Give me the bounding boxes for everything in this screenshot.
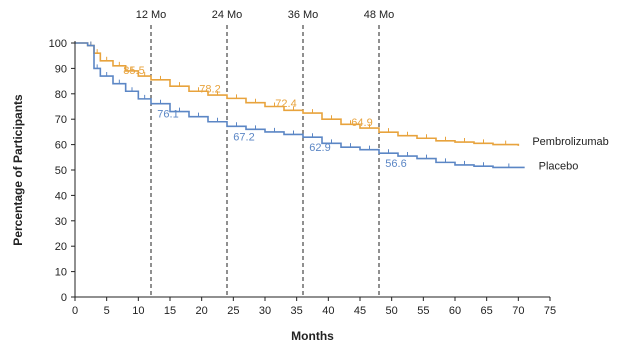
data-label: 64.9: [351, 117, 372, 129]
series-line: [75, 42, 520, 146]
data-label: 76.1: [157, 109, 178, 121]
x-tick-label: 15: [164, 305, 176, 317]
x-tick-label: 5: [104, 305, 110, 317]
data-label: 67.2: [233, 131, 254, 143]
x-tick-label: 60: [449, 305, 461, 317]
x-tick-label: 75: [544, 305, 556, 317]
y-tick-label: 80: [55, 89, 67, 101]
x-tick-label: 30: [259, 305, 271, 317]
data-label: 72.4: [275, 98, 296, 110]
ticks: 0 5 10 15 20 25 30 35 40 45 50 55 60 65 70 75 0 10 20 30 40 5…: [49, 38, 556, 317]
labels: 85.5 78.2 72.4 64.9 Pembrolizumab 76.1 67.2 62.…: [123, 65, 608, 173]
x-tick-label: 65: [481, 305, 493, 317]
y-tick-label: 30: [55, 216, 67, 228]
y-tick-label: 60: [55, 140, 67, 152]
data-label: 85.5: [123, 65, 144, 77]
reference-line-label: 12 Mo: [136, 9, 167, 21]
y-tick-label: 100: [49, 38, 67, 50]
y-tick-label: 90: [55, 63, 67, 75]
x-tick-label: 45: [354, 305, 366, 317]
y-tick-label: 0: [61, 292, 67, 304]
y-tick-label: 50: [55, 165, 67, 177]
series-label: Placebo: [539, 160, 579, 172]
x-tick-label: 50: [386, 305, 398, 317]
x-tick-label: 55: [417, 305, 429, 317]
reference-line-label: 24 Mo: [212, 9, 243, 21]
x-axis-title: Months: [291, 329, 334, 343]
reference-line-label: 48 Mo: [364, 9, 395, 21]
reference-line-label: 36 Mo: [288, 9, 319, 21]
x-tick-label: 25: [227, 305, 239, 317]
y-tick-label: 40: [55, 190, 67, 202]
data-label: 78.2: [199, 83, 220, 95]
series-line: [75, 42, 525, 169]
x-tick-label: 0: [72, 305, 78, 317]
y-tick-label: 10: [55, 267, 67, 279]
data-label: 56.6: [385, 158, 406, 170]
x-tick-label: 20: [196, 305, 208, 317]
y-axis-title: Percentage of Participants: [11, 94, 25, 246]
y-tick-label: 20: [55, 241, 67, 253]
x-tick-label: 10: [132, 305, 144, 317]
reference-lines: 12 Mo 24 Mo 36 Mo 48 Mo: [136, 9, 395, 297]
series-label: Pembrolizumab: [532, 136, 608, 148]
data-label: 62.9: [309, 142, 330, 154]
x-tick-label: 40: [322, 305, 334, 317]
y-tick-label: 70: [55, 114, 67, 126]
x-tick-label: 35: [291, 305, 303, 317]
axes: [74, 41, 550, 298]
series-lines: [75, 41, 525, 169]
x-tick-label: 70: [512, 305, 524, 317]
